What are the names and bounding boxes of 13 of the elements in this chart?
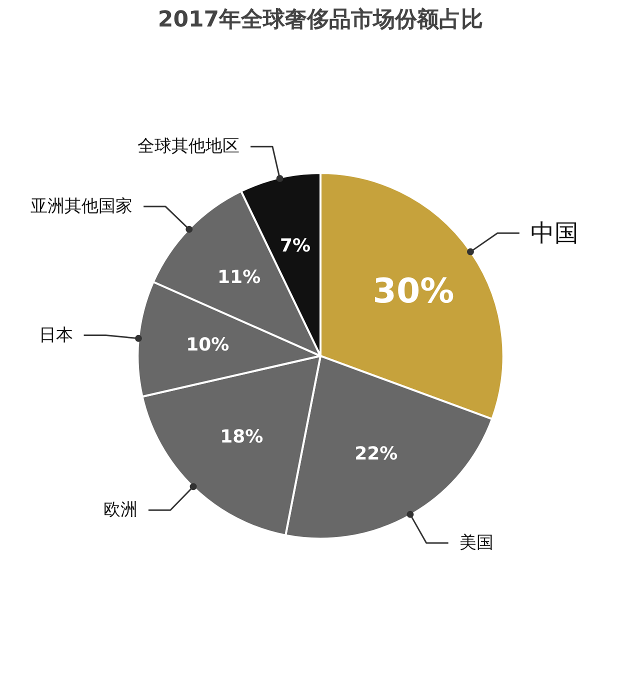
data-label: 22% [354, 444, 398, 465]
data-label: 30% [372, 271, 454, 312]
slice-label: 亚洲其他国家 [30, 196, 133, 217]
slice-label: 日本 [38, 325, 73, 346]
data-label: 7% [280, 235, 311, 256]
chart-title: 2017年全球奢侈品市场份额占比 [158, 6, 484, 32]
slice-label: 美国 [459, 532, 494, 553]
slice-label: 全球其他地区 [138, 136, 240, 157]
data-label: 18% [220, 426, 264, 448]
data-label: 11% [218, 266, 261, 288]
slice-label: 中国 [530, 219, 578, 248]
data-label: 10% [186, 334, 230, 356]
slice-label: 欧洲 [103, 500, 138, 520]
